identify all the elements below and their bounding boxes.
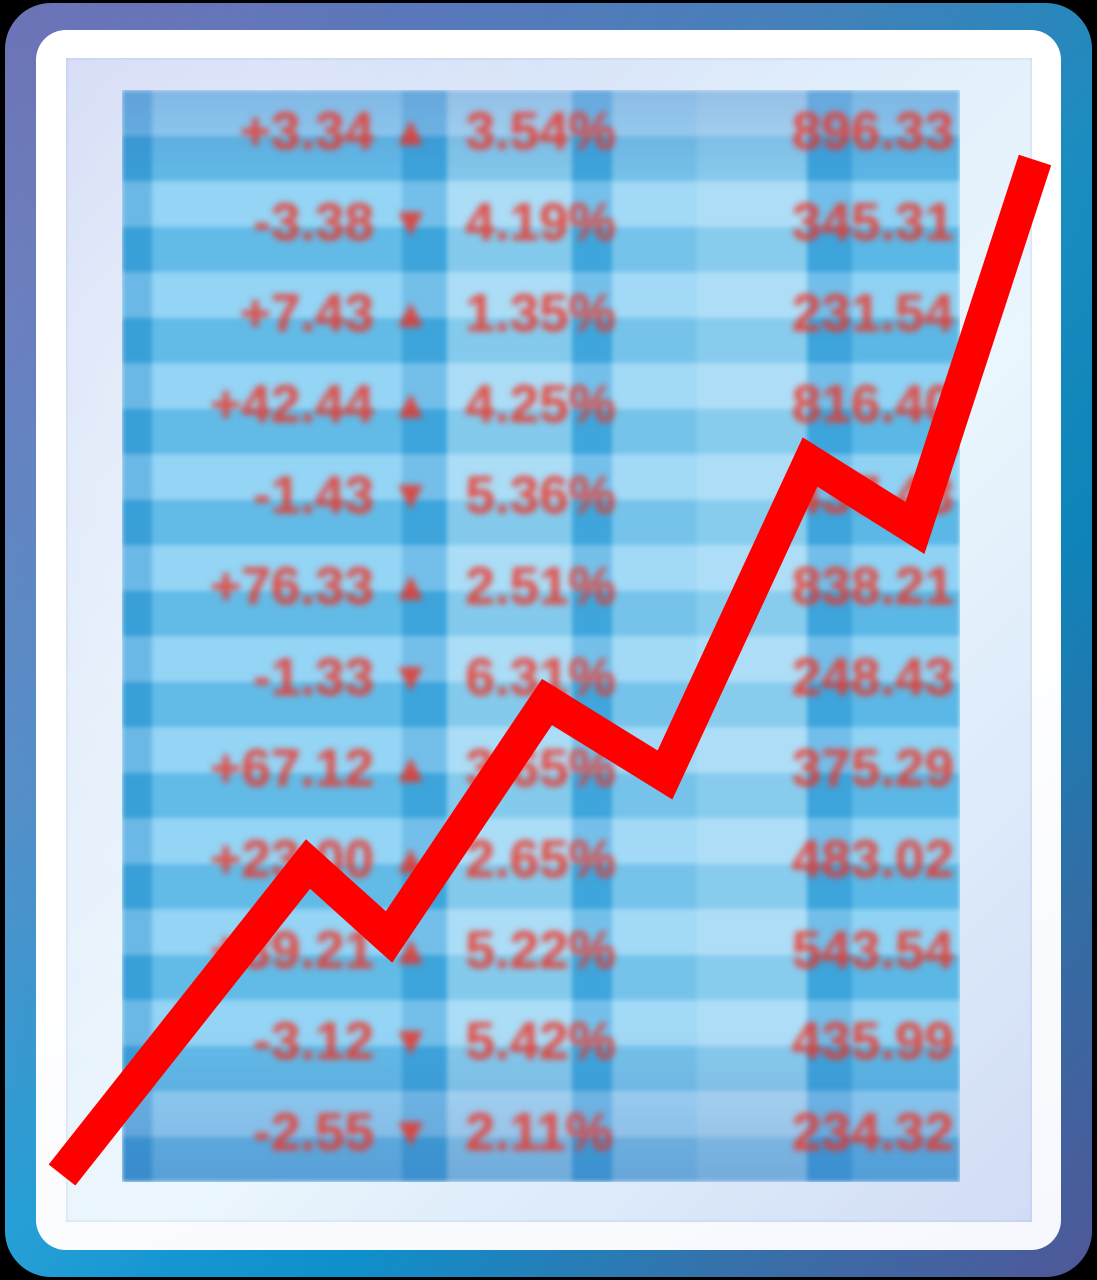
quote-price-value: 543.54 (791, 920, 954, 980)
quote-change-value: +67.12 (210, 738, 374, 798)
quote-percent-value: 6.31% (465, 647, 616, 707)
quote-percent-value: 1.35% (465, 283, 616, 343)
triangle-up-icon: ▲ (389, 380, 432, 427)
quote-percent-value: 3.54% (465, 101, 616, 161)
triangle-down-icon: ▼ (389, 653, 432, 700)
quote-row: -1.33 ▼ 6.31% 248.43 (122, 632, 960, 722)
triangle-down-icon: ▼ (389, 1108, 432, 1155)
quote-price-value: 483.02 (791, 829, 954, 889)
quote-price-value: 816.40 (791, 374, 954, 434)
triangle-up-icon: ▲ (389, 107, 432, 154)
quote-change-value: -3.38 (253, 192, 374, 252)
quote-change-value: -2.55 (253, 1102, 374, 1162)
quote-change-value: -1.43 (253, 465, 374, 525)
quote-row: +67.12 ▲ 3.65% 375.29 (122, 723, 960, 813)
quote-change-value: +76.33 (210, 556, 374, 616)
quote-change-value: -1.33 (253, 647, 374, 707)
quote-price-value: 234.32 (791, 1102, 954, 1162)
quote-percent-value: 3.65% (465, 738, 616, 798)
quote-percent-value: 2.65% (465, 829, 616, 889)
quote-row: -2.55 ▼ 2.11% 234.32 (122, 1087, 960, 1177)
quote-price-value: 345.31 (791, 192, 954, 252)
quote-change-value: +42.44 (210, 374, 374, 434)
quote-row: -1.43 ▼ 5.36% 437.43 (122, 450, 960, 540)
quote-price-value: 435.99 (791, 1011, 954, 1071)
triangle-up-icon: ▲ (389, 926, 432, 973)
quote-change-value: +3.34 (239, 101, 374, 161)
quote-price-value: 231.54 (791, 283, 954, 343)
triangle-down-icon: ▼ (389, 198, 432, 245)
quote-row: +42.44 ▲ 4.25% 816.40 (122, 359, 960, 449)
quote-row: +7.43 ▲ 1.35% 231.54 (122, 268, 960, 358)
quote-price-value: 375.29 (791, 738, 954, 798)
quote-change-value: +39.21 (210, 920, 374, 980)
quote-percent-value: 5.22% (465, 920, 616, 980)
quote-price-value: 896.33 (791, 101, 954, 161)
quote-row: +3.34 ▲ 3.54% 896.33 (122, 90, 960, 176)
triangle-up-icon: ▲ (389, 835, 432, 882)
quote-percent-value: 4.19% (465, 192, 616, 252)
board-row-stripe (122, 90, 960, 136)
triangle-up-icon: ▲ (389, 744, 432, 791)
quote-price-value: 437.43 (791, 465, 954, 525)
triangle-down-icon: ▼ (389, 1017, 432, 1064)
quote-rows-layer: +3.34 ▲ 3.54% 896.33 -3.38 ▼ 4.19% 345.31 +7.43 ▲… (122, 90, 960, 1182)
quote-row: -3.12 ▼ 5.42% 435.99 (122, 996, 960, 1086)
quote-row: +23.00 ▲ 2.65% 483.02 (122, 814, 960, 904)
triangle-up-icon: ▲ (389, 562, 432, 609)
quote-row: +39.21 ▲ 5.22% 543.54 (122, 905, 960, 995)
quote-percent-value: 4.25% (465, 374, 616, 434)
triangle-up-icon: ▲ (389, 289, 432, 336)
quote-change-value: +23.00 (210, 829, 374, 889)
quote-price-value: 838.21 (791, 556, 954, 616)
quote-percent-value: 2.11% (465, 1102, 613, 1162)
quote-change-value: -3.12 (253, 1011, 374, 1071)
quote-percent-value: 2.51% (465, 556, 616, 616)
quote-change-value: +7.43 (239, 283, 374, 343)
triangle-down-icon: ▼ (389, 471, 432, 518)
quote-price-value: 248.43 (791, 647, 954, 707)
quote-percent-value: 5.36% (465, 465, 616, 525)
quote-row: -3.38 ▼ 4.19% 345.31 (122, 177, 960, 267)
quote-percent-value: 5.42% (465, 1011, 616, 1071)
quote-row: +76.33 ▲ 2.51% 838.21 (122, 541, 960, 631)
